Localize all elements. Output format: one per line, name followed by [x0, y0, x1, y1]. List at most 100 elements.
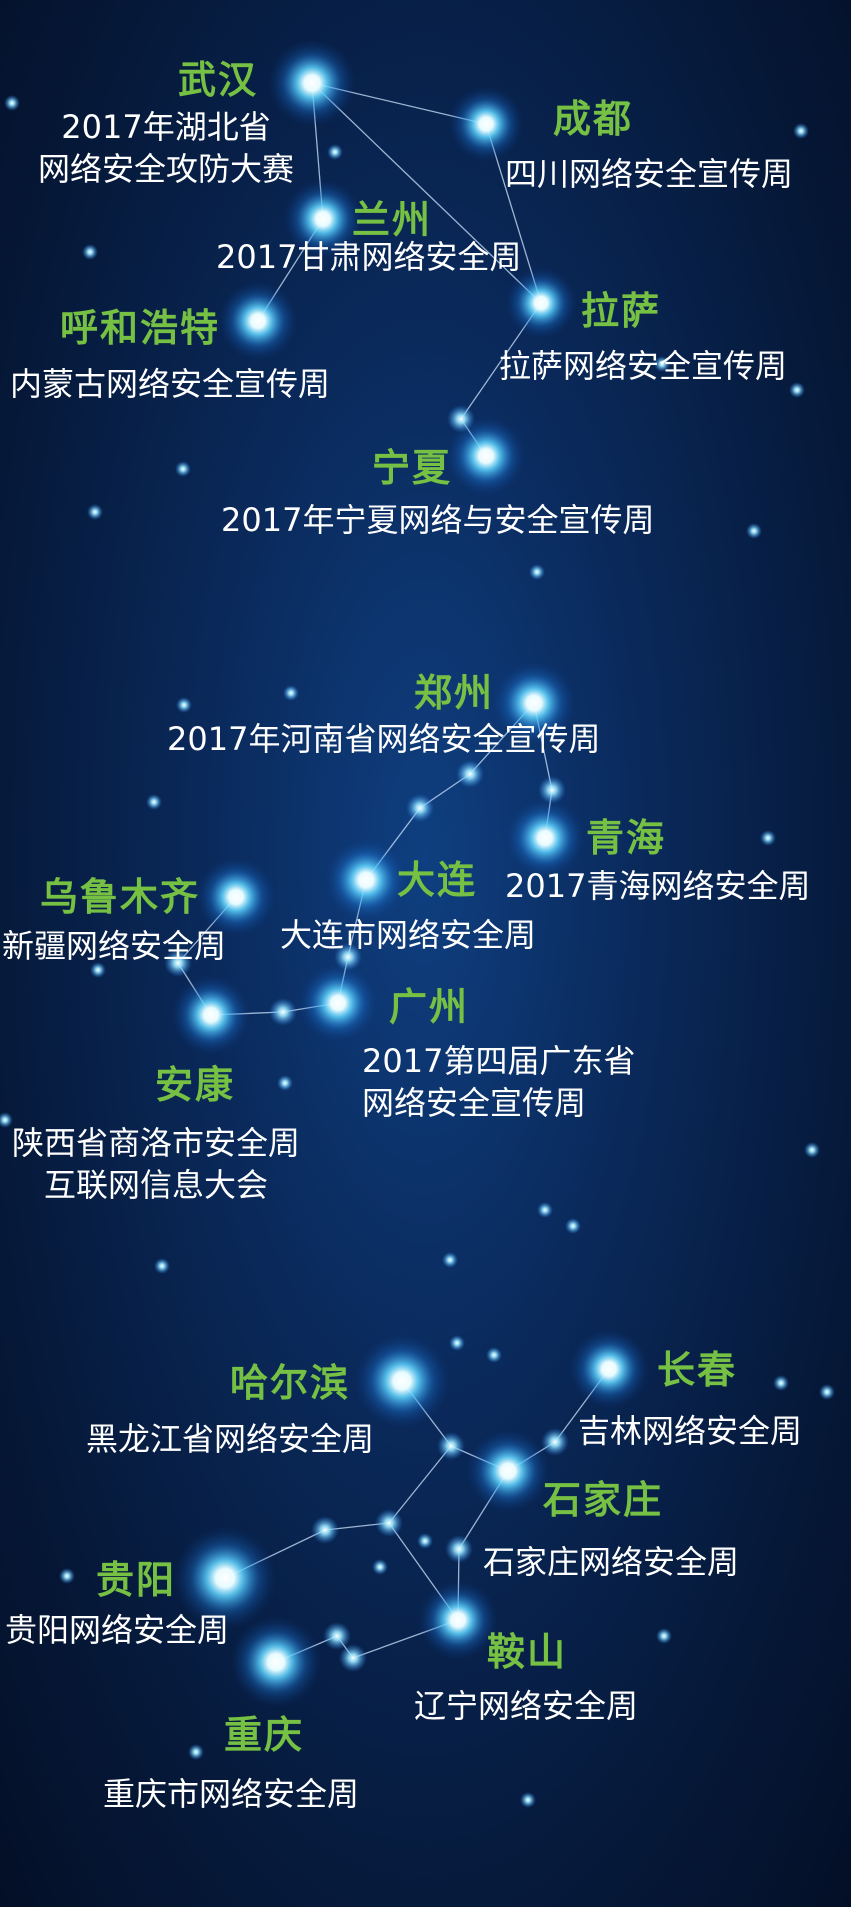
- city-label-lhasa: 拉萨: [581, 289, 662, 333]
- background-star: [529, 564, 545, 580]
- small-star: [538, 776, 566, 804]
- background-star: [819, 1384, 835, 1400]
- small-star: [164, 949, 192, 977]
- background-star: [654, 356, 670, 372]
- background-star: [277, 1075, 293, 1091]
- city-label-zhengzhou: 郑州: [414, 671, 495, 715]
- event-text-urumqi: 新疆网络安全周: [2, 927, 227, 965]
- background-star: [442, 1252, 458, 1268]
- constellation-stars: [164, 39, 649, 1708]
- event-text-ningxia: 2017年宁夏网络与安全宣传周: [221, 501, 655, 539]
- background-star: [90, 962, 106, 978]
- city-label-hohhot: 呼和浩特: [60, 306, 221, 350]
- background-star: [565, 1218, 581, 1234]
- background-star: [804, 1142, 820, 1158]
- background-star: [417, 1533, 433, 1549]
- background-star: [372, 1559, 388, 1575]
- event-text-chongqing: 重庆市网络安全周: [103, 1775, 360, 1813]
- glowing-star: [268, 39, 356, 127]
- small-star: [323, 1622, 351, 1650]
- background-star: [175, 461, 191, 477]
- small-star: [456, 760, 484, 788]
- glowing-star: [466, 1429, 550, 1513]
- event-text-lhasa: 拉萨网络安全宣传周: [499, 347, 788, 385]
- background-star: [82, 244, 98, 260]
- glowing-star: [298, 963, 378, 1043]
- glowing-star: [230, 1616, 322, 1708]
- small-star: [375, 1509, 403, 1537]
- glowing-star: [218, 281, 298, 361]
- background-star: [154, 1258, 170, 1274]
- glowing-star: [354, 1333, 450, 1429]
- event-text-harbin: 黑龙江省网络安全周: [86, 1420, 375, 1458]
- city-label-harbin: 哈尔滨: [230, 1361, 351, 1405]
- small-star: [541, 1428, 569, 1456]
- small-star: [406, 794, 434, 822]
- event-text-guangzhou: 2017第四届广东省 网络安全宣传周: [362, 1042, 636, 1123]
- glowing-star: [324, 838, 408, 922]
- event-text-shijiazhuang: 石家庄网络安全周: [483, 1543, 740, 1581]
- background-star: [520, 1792, 536, 1808]
- small-star: [311, 1516, 339, 1544]
- event-text-anshan: 辽宁网络安全周: [414, 1687, 639, 1725]
- city-label-guangzhou: 广州: [389, 985, 470, 1029]
- background-star: [0, 1112, 13, 1128]
- background-star: [4, 95, 20, 111]
- background-star: [146, 794, 162, 810]
- event-text-wuhan: 2017年湖北省 网络安全攻防大赛: [38, 108, 295, 189]
- background-stars: [0, 95, 835, 1808]
- city-label-chengdu: 成都: [553, 97, 634, 141]
- small-star: [437, 1432, 465, 1460]
- event-text-zhengzhou: 2017年河南省网络安全宣传周: [167, 720, 601, 758]
- event-text-hohhot: 内蒙古网络安全宣传周: [10, 365, 331, 403]
- background-star: [87, 504, 103, 520]
- glowing-star: [446, 416, 526, 496]
- event-text-ankang: 陕西省商洛市安全周 互联网信息大会: [12, 1124, 301, 1205]
- city-label-guiyang: 贵阳: [96, 1558, 177, 1602]
- city-label-ningxia: 宁夏: [372, 446, 453, 490]
- background-star: [59, 1568, 75, 1584]
- city-label-ankang: 安康: [155, 1063, 236, 1107]
- city-label-wuhan: 武汉: [178, 58, 259, 102]
- glowing-star: [448, 86, 524, 162]
- background-star: [537, 1202, 553, 1218]
- glowing-star: [492, 661, 576, 745]
- city-label-urumqi: 乌鲁木齐: [40, 875, 201, 919]
- event-text-chengdu: 四川网络安全宣传周: [505, 155, 794, 193]
- glowing-star: [171, 975, 251, 1055]
- small-star: [339, 1644, 367, 1672]
- background-star: [188, 1744, 204, 1760]
- event-text-guiyang: 贵阳网络安全周: [5, 1611, 230, 1649]
- event-text-changchun: 吉林网络安全周: [578, 1412, 803, 1450]
- background-star: [656, 1628, 672, 1644]
- background-star: [773, 1375, 789, 1391]
- constellation-line: [388, 1445, 452, 1524]
- city-label-chongqing: 重庆: [224, 1713, 305, 1757]
- event-text-dalian: 大连市网络安全周: [280, 916, 537, 954]
- city-label-dalian: 大连: [397, 858, 478, 902]
- background-star: [789, 382, 805, 398]
- glowing-star: [569, 1329, 649, 1409]
- city-label-anshan: 鞍山: [487, 1630, 568, 1674]
- city-label-lanzhou: 兰州: [352, 198, 433, 242]
- glowing-star: [283, 179, 363, 259]
- event-text-lanzhou: 2017甘肃网络安全周: [216, 238, 522, 276]
- city-label-changchun: 长春: [657, 1348, 738, 1392]
- background-star: [760, 830, 776, 846]
- background-star: [449, 1335, 465, 1351]
- event-text-qinghai: 2017青海网络安全周: [505, 867, 811, 905]
- small-star: [269, 998, 297, 1026]
- background-star: [793, 123, 809, 139]
- glowing-star: [505, 267, 577, 339]
- city-label-shijiazhuang: 石家庄: [543, 1478, 664, 1522]
- glowing-star: [418, 1580, 498, 1660]
- background-star: [176, 697, 192, 713]
- constellation-line: [311, 82, 542, 304]
- glowing-star: [196, 857, 276, 937]
- background-star: [746, 523, 762, 539]
- small-star: [445, 1535, 473, 1563]
- glowing-star: [173, 1526, 277, 1630]
- glowing-star: [505, 798, 585, 878]
- background-star: [486, 1347, 502, 1363]
